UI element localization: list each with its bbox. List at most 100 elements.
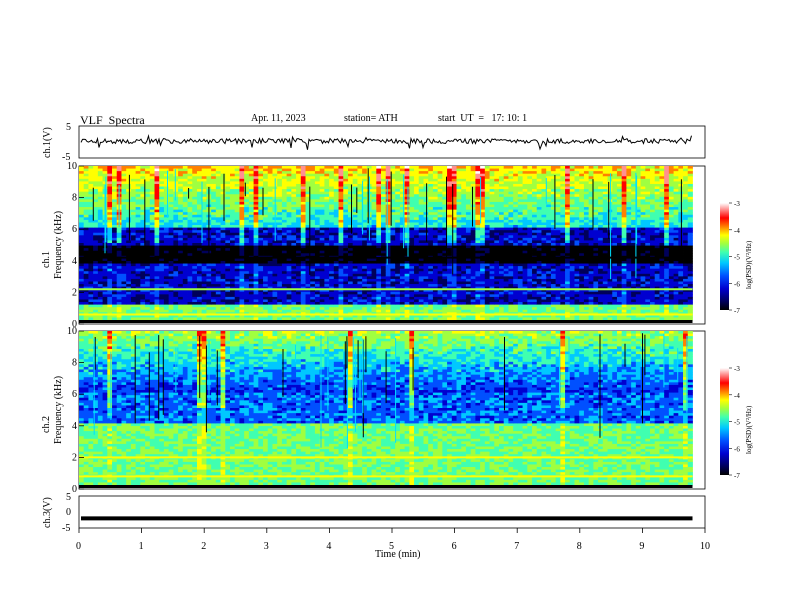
spectrogram-cell	[296, 302, 302, 305]
spectrogram-cell	[291, 289, 297, 293]
spectrogram-cell	[88, 227, 94, 231]
spectrogram-cell	[130, 263, 137, 267]
spectrogram-cell	[192, 284, 198, 288]
spectrogram-cell	[149, 296, 155, 300]
spectrogram-cell	[399, 258, 406, 262]
spectrogram-cell	[277, 237, 283, 241]
spectrogram-cell	[376, 263, 382, 267]
spectrogram-cell	[376, 276, 382, 280]
spectrogram-cell	[343, 230, 349, 234]
spectrogram-cell	[258, 178, 264, 182]
spectrogram-cell	[168, 299, 174, 303]
spectrogram-cell	[239, 235, 245, 239]
spectrogram-cell	[381, 227, 387, 231]
spectrogram-cell	[423, 289, 429, 293]
spectrogram-cell	[343, 302, 349, 305]
spectrogram-cell	[281, 302, 288, 305]
spectrogram-cell	[447, 227, 453, 231]
spectrogram-cell	[102, 253, 108, 257]
spectrogram-cell	[437, 181, 443, 185]
spectrogram-cell	[310, 258, 316, 262]
spectrogram-cell	[140, 291, 146, 295]
spectrogram-cell	[225, 281, 231, 285]
spectrogram-cell	[376, 266, 382, 270]
spectrogram-cell	[381, 271, 387, 275]
spectrogram-cell	[310, 278, 316, 282]
spectrogram-cell	[187, 217, 193, 221]
spectrogram-cell	[456, 276, 462, 280]
spectrogram-cell	[395, 294, 401, 298]
spectrogram-cell	[296, 317, 302, 321]
spectrogram-cell	[314, 296, 321, 300]
spectrogram-cell	[107, 227, 113, 231]
spectrogram-cell	[187, 222, 193, 226]
spectrogram-cell	[347, 299, 354, 303]
spectrogram-cell	[376, 317, 382, 321]
spectrogram-cell	[414, 289, 420, 293]
spectrogram-cell	[404, 217, 410, 221]
spectrogram-cell	[145, 314, 151, 318]
spectrogram-cell	[225, 207, 231, 211]
spectrogram-cell	[291, 240, 297, 244]
spectrogram-cell	[428, 235, 434, 239]
spectrogram-cell	[116, 253, 122, 257]
spectrogram-cell	[263, 194, 269, 198]
spectrogram-cell	[432, 166, 439, 169]
spectrogram-cell	[182, 217, 188, 221]
spectrogram-cell	[281, 266, 288, 270]
spectrogram-cell	[409, 289, 415, 293]
spectrogram-cell	[314, 299, 321, 303]
spectrogram-cell	[395, 271, 401, 275]
spectrogram-cell	[267, 299, 273, 303]
spectrogram-cell	[376, 299, 382, 303]
spectrogram-cell	[121, 307, 127, 311]
spectrogram-cell	[310, 309, 316, 313]
spectrogram-cell	[281, 240, 288, 244]
spectrogram-cell	[196, 260, 203, 264]
spectrogram-cell	[239, 289, 245, 293]
spectrogram-cell	[423, 168, 429, 172]
spectrogram-cell	[196, 273, 203, 277]
spectrogram-cell	[333, 214, 339, 218]
spectrogram-cell	[366, 286, 372, 290]
spectrogram-cell	[371, 232, 377, 236]
spectrogram-cell	[97, 296, 103, 300]
spectrogram-cell	[376, 199, 382, 203]
spectrogram-cell	[291, 212, 297, 216]
spectrogram-cell	[338, 222, 344, 226]
spectrogram-cell	[192, 307, 198, 311]
spectrogram-cell	[187, 240, 193, 244]
spectrogram-cell	[230, 171, 236, 175]
spectrogram-cell	[201, 302, 207, 305]
spectrogram-cell	[300, 302, 306, 305]
spectrogram-cell	[428, 299, 434, 303]
spectrogram-cell	[404, 296, 410, 300]
spectrogram-cell	[423, 222, 429, 226]
spectrogram-cell	[267, 309, 273, 313]
spectrogram-cell	[404, 276, 410, 280]
spectrogram-cell	[319, 178, 325, 182]
spectrogram-cell	[333, 291, 339, 295]
spectrogram-cell	[404, 219, 410, 223]
spectrogram-cell	[211, 196, 217, 200]
spectrogram-cell	[329, 235, 335, 239]
spectrogram-cell	[437, 178, 443, 182]
spectrogram-cell	[333, 201, 339, 205]
spectrogram-cell	[88, 273, 94, 277]
spectrogram-cell	[187, 291, 193, 295]
spectrogram-cell	[239, 166, 245, 169]
spectrogram-cell	[130, 278, 137, 282]
spectrogram-cell	[442, 243, 448, 246]
spectrogram-cell	[277, 209, 283, 213]
spectrogram-cell	[390, 235, 396, 239]
spectrogram-cell	[126, 309, 132, 313]
spectrogram-cell	[414, 260, 420, 264]
spectrogram-cell	[258, 271, 264, 275]
spectrogram-cell	[414, 214, 420, 218]
spectrogram-cell	[343, 168, 349, 172]
spectrogram-cell	[357, 276, 363, 280]
spectrogram-cell	[196, 276, 203, 280]
spectrogram-cell	[305, 191, 311, 195]
spectrogram-cell	[178, 291, 184, 295]
spectrogram-cell	[277, 289, 283, 293]
